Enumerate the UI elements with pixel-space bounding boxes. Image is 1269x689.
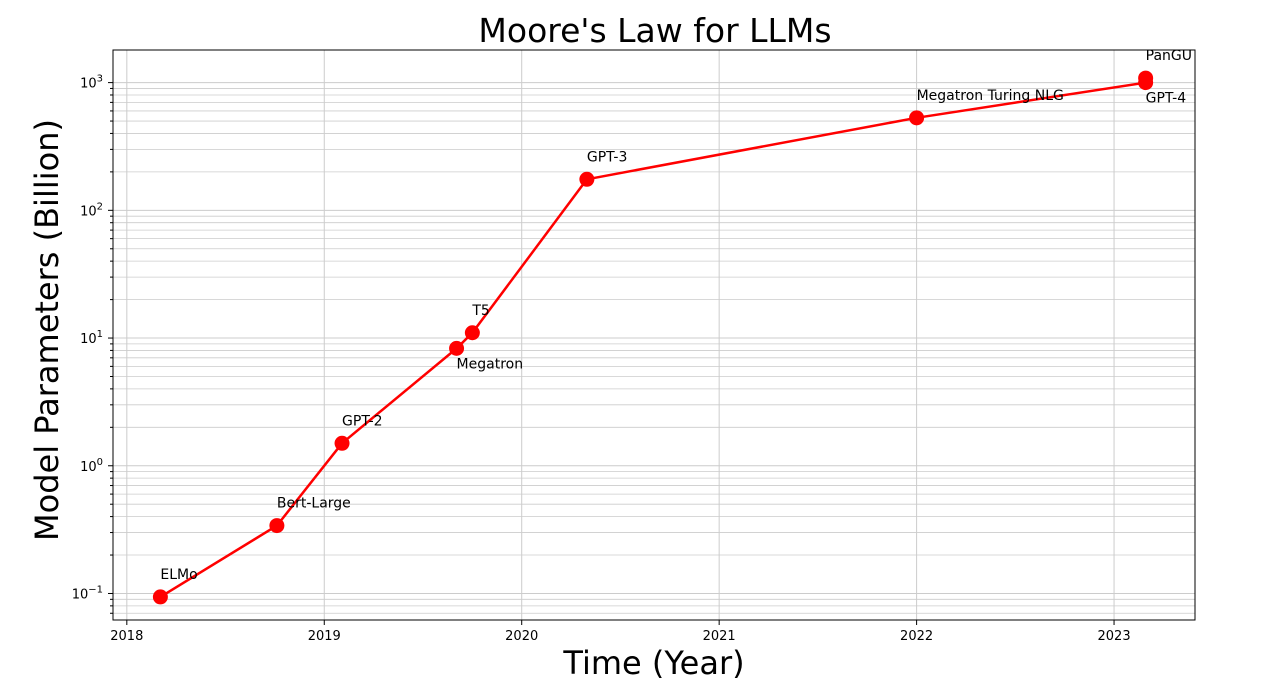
- x-tick-label: 2022: [900, 629, 933, 644]
- data-point-marker: [464, 325, 480, 341]
- data-point-label: GPT-2: [342, 413, 383, 429]
- x-tick-label: 2021: [703, 629, 736, 644]
- grid-layer: [113, 50, 1195, 620]
- x-tick-label: 2018: [110, 629, 143, 644]
- data-point-marker: [334, 435, 350, 451]
- y-tick-label: 100: [80, 457, 103, 475]
- x-tick-label: 2023: [1098, 629, 1131, 644]
- data-point-label: GPT-4: [1146, 91, 1187, 107]
- series-layer: [152, 70, 1154, 605]
- y-tick-label: 102: [80, 201, 103, 219]
- data-point-marker: [579, 171, 595, 187]
- data-point-label: Megatron: [457, 356, 524, 372]
- y-tick-label: 10−1: [72, 584, 103, 602]
- label-layer: ELMo Bert-Large GPT-2 Megatron T5 GPT-3 Megatr…: [160, 48, 1192, 583]
- data-point-label: Megatron Turing NLG: [917, 88, 1064, 104]
- x-tick-label: 2019: [308, 629, 341, 644]
- plot-frame: [112, 49, 1196, 621]
- x-tick-label: 2020: [505, 629, 538, 644]
- data-point-marker: [1138, 70, 1154, 86]
- y-axis-title: Model Parameters (Billion): [28, 119, 66, 541]
- data-point-marker: [449, 340, 465, 356]
- data-point-label: ELMo: [160, 567, 197, 583]
- data-point-marker: [269, 518, 285, 534]
- y-tick-label: 103: [80, 74, 103, 92]
- data-point-label: Bert-Large: [277, 496, 351, 512]
- chart-title: Moore's Law for LLMs: [478, 11, 831, 50]
- data-point-marker: [152, 589, 168, 605]
- series-line: [159, 78, 1147, 598]
- data-point-marker: [909, 110, 925, 126]
- y-tick-label: 101: [80, 329, 103, 347]
- data-point-label: T5: [471, 303, 489, 319]
- data-point-label: PanGU: [1146, 48, 1192, 64]
- data-point-label: GPT-3: [587, 149, 628, 165]
- x-axis-title: Time (Year): [562, 644, 744, 682]
- tick-layer: 2018 2019 2020 2021 2022 2023 10−1 100 101 102 103: [72, 74, 1131, 644]
